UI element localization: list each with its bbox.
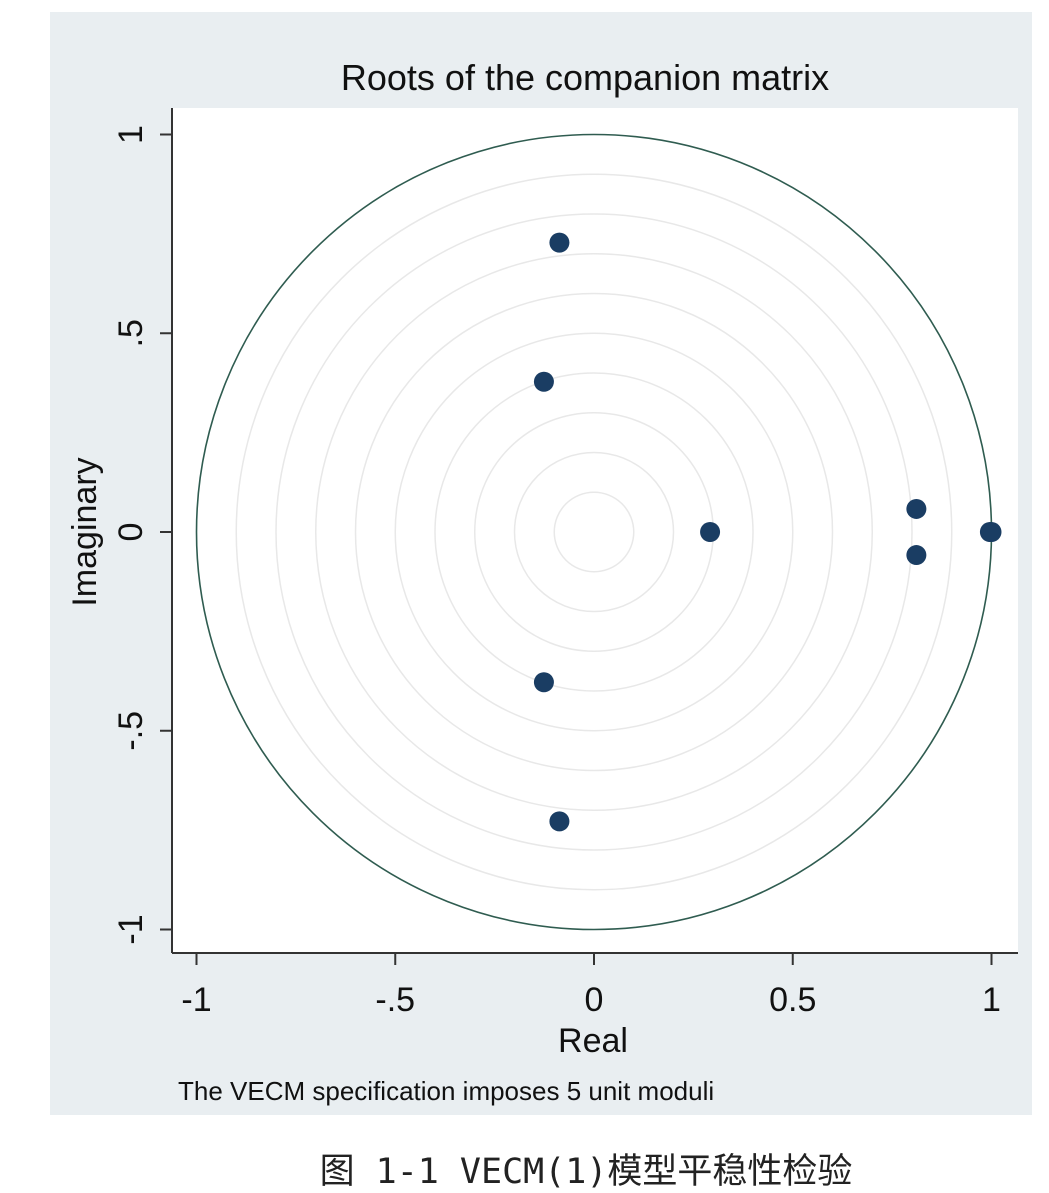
grid-circle: [513, 451, 675, 613]
root-point: [549, 232, 570, 253]
y-tick-label: -.5: [112, 711, 150, 751]
grid-circle: [553, 491, 635, 573]
chart-note: The VECM specification imposes 5 unit mo…: [178, 1076, 714, 1106]
y-tick-label: .5: [112, 319, 150, 347]
y-axis-ticks: -1 -.5 0 .5 1: [112, 125, 172, 945]
grid-circle: [434, 372, 754, 692]
root-points: [533, 232, 1002, 832]
y-tick-label: -1: [112, 914, 150, 944]
x-tick-label: 0.5: [769, 981, 816, 1019]
x-tick-label: 1: [982, 981, 1001, 1019]
y-axis-label: Imaginary: [66, 457, 104, 606]
root-point: [906, 545, 927, 566]
chart-title: Roots of the companion matrix: [341, 57, 829, 98]
x-tick-label: 0: [585, 981, 604, 1019]
x-axis-ticks: -1 -.5 0 0.5 1: [181, 953, 1001, 1019]
root-point: [533, 371, 554, 392]
grid-circles: [235, 173, 953, 891]
grid-circle: [235, 173, 953, 891]
grid-circle: [394, 332, 794, 732]
x-axis-label: Real: [558, 1022, 628, 1060]
grid-circle: [275, 213, 913, 851]
root-point: [981, 522, 1002, 542]
x-tick-label: -.5: [375, 981, 415, 1019]
grid-circle: [315, 253, 873, 811]
root-point: [533, 672, 554, 693]
plot-area-background: [172, 108, 1018, 953]
root-point: [549, 811, 570, 832]
y-tick-label: 0: [112, 523, 150, 542]
grid-circle: [354, 292, 834, 772]
figure-caption: 图 1-1 VECM(1)模型平稳性检验: [320, 1152, 853, 1188]
root-point: [906, 498, 927, 519]
y-tick-label: 1: [112, 125, 150, 144]
root-point: [700, 522, 721, 542]
x-tick-label: -1: [181, 981, 211, 1019]
